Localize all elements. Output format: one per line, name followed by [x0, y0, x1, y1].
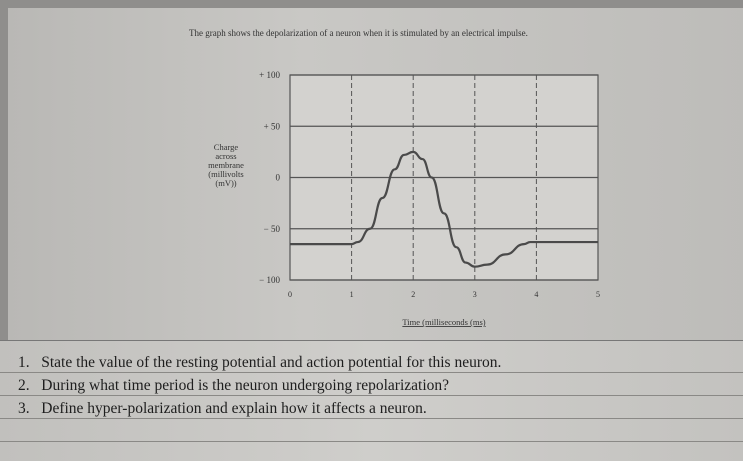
- question-number: 3.: [18, 400, 30, 417]
- question-text: Define hyper-polarization and explain ho…: [41, 400, 427, 417]
- y-tick-label: − 100: [259, 275, 280, 285]
- question-text: During what time period is the neuron un…: [41, 377, 450, 394]
- divider: [0, 418, 743, 419]
- question-2: 2. During what time period is the neuron…: [18, 377, 449, 395]
- membrane-potential-chart: + 100 + 50 0 − 50 − 100 0 1 2 3 4 5 Chargeacrossmem…: [208, 70, 600, 327]
- divider: [0, 395, 743, 396]
- question-3: 3. Define hyper-polarization and explain…: [18, 400, 427, 418]
- potential-curve: [290, 150, 598, 268]
- x-tick-label: 4: [534, 290, 538, 299]
- intro-text: The graph shows the depolarization of a …: [189, 28, 528, 38]
- x-tick-label: 1: [350, 290, 354, 299]
- divider: [0, 441, 743, 442]
- y-tick-label: 0: [276, 173, 281, 183]
- question-number: 1.: [18, 354, 30, 371]
- question-number: 2.: [18, 377, 30, 394]
- y-axis-label: across: [215, 151, 236, 161]
- x-tick-label: 3: [473, 290, 477, 299]
- x-axis-label: Time (milliseconds (ms): [402, 317, 485, 327]
- divider: [0, 372, 743, 373]
- x-tick-label: 0: [288, 290, 292, 299]
- y-tick-label: + 100: [259, 70, 280, 80]
- x-tick-label: 2: [411, 290, 415, 299]
- question-text: State the value of the resting potential…: [41, 354, 502, 371]
- questions-paper: [0, 340, 743, 461]
- y-axis-label: (mV)): [215, 178, 236, 188]
- y-tick-label: + 50: [264, 121, 281, 131]
- x-tick-label: 5: [596, 290, 600, 299]
- y-axis-label: membrane: [208, 160, 244, 170]
- question-1: 1. State the value of the resting potent…: [18, 354, 501, 372]
- y-axis-label: (millivolts: [208, 169, 243, 179]
- y-axis-label: Charge: [214, 142, 239, 152]
- y-tick-label: − 50: [264, 224, 281, 234]
